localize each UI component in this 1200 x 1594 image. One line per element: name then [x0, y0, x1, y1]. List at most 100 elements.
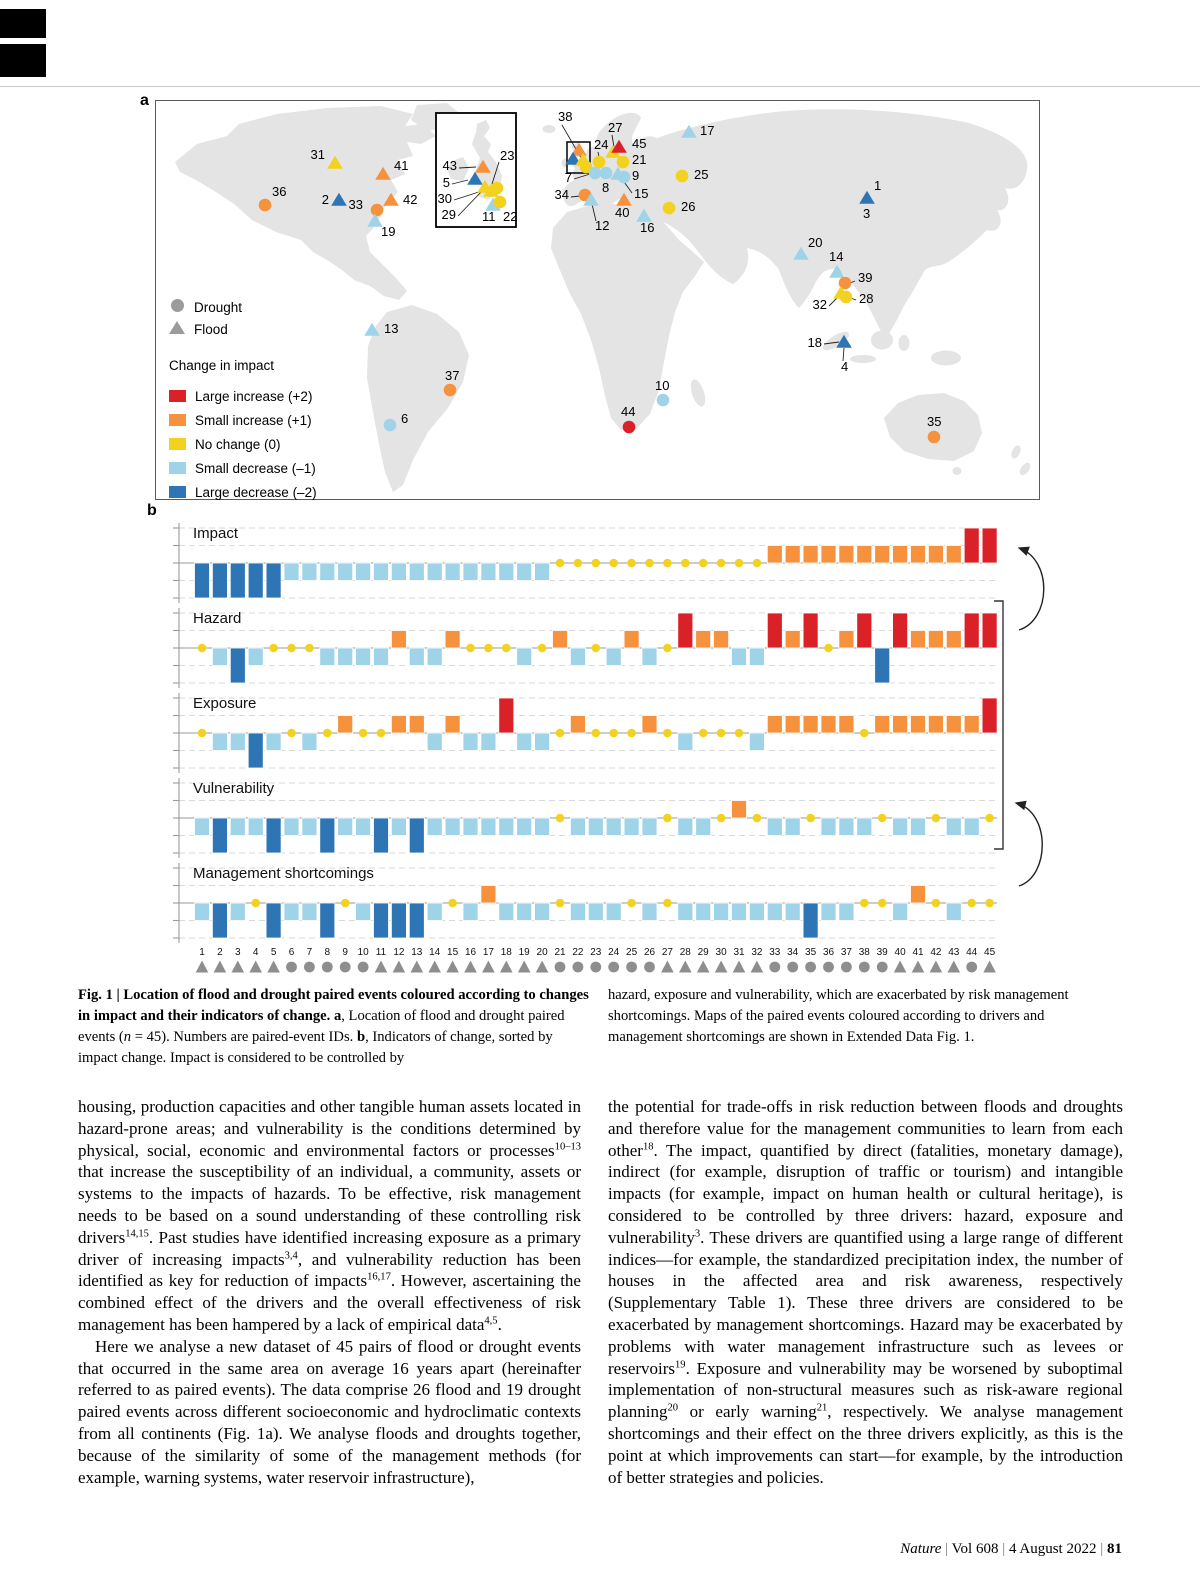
change-bar	[534, 902, 551, 921]
change-bar	[802, 545, 819, 564]
change-bar	[229, 647, 246, 684]
event-id-tick: 20	[537, 947, 549, 958]
event-id-tick: 27	[662, 947, 674, 958]
no-change-dot	[609, 728, 618, 738]
change-bar	[462, 562, 479, 581]
no-change-dot	[340, 898, 350, 908]
no-change-dot	[627, 558, 636, 568]
body-left-column: housing, production capacities and other…	[78, 1096, 581, 1488]
map-event-id: 1	[874, 178, 881, 193]
change-bar	[265, 902, 282, 939]
change-bar	[462, 817, 479, 836]
change-bar	[247, 817, 264, 836]
event-id-tick: 9	[342, 947, 348, 958]
event-id-tick: 40	[895, 947, 907, 958]
new-guinea	[931, 350, 961, 366]
map-marker-drought	[588, 166, 602, 180]
change-bar	[373, 902, 389, 939]
drought-symbol	[805, 961, 816, 973]
map-event-id: 32	[813, 297, 827, 312]
uk-inset	[435, 112, 591, 228]
no-change-dot	[448, 898, 457, 908]
map-marker-drought	[927, 430, 941, 444]
map-event-id: 27	[608, 120, 622, 135]
change-bar	[677, 612, 694, 649]
change-bar	[408, 902, 425, 939]
map-event-id: 40	[615, 205, 629, 220]
legend-flood-row: Flood	[169, 318, 317, 340]
tasmania	[952, 467, 962, 475]
change-bar	[390, 817, 407, 836]
map-event-id: 6	[401, 411, 408, 426]
map-marker-drought	[493, 195, 507, 209]
change-bar	[480, 817, 497, 836]
change-bar	[784, 817, 801, 836]
no-change-dot	[663, 813, 672, 823]
no-change-dot	[824, 643, 833, 653]
drought-symbol	[321, 961, 333, 973]
event-id-tick: 8	[325, 947, 331, 958]
map-event-id: 18	[808, 335, 822, 350]
swatch-large-decrease	[169, 486, 186, 498]
change-bar	[337, 562, 354, 581]
map-event-id: 19	[381, 224, 395, 239]
event-id-tick: 24	[608, 947, 620, 958]
map-marker-drought	[675, 169, 689, 183]
change-bar	[373, 562, 389, 581]
figure-caption-left: Fig. 1 | Location of flood and drought p…	[78, 987, 589, 1066]
event-id-tick: 37	[841, 947, 853, 958]
drought-symbol	[590, 961, 602, 973]
swatch-no-change	[169, 438, 186, 450]
change-bar	[766, 902, 783, 921]
legend-item: Large decrease (–2)	[169, 480, 317, 504]
change-bar	[963, 817, 980, 836]
chart-row-label: Exposure	[193, 695, 256, 712]
java	[850, 355, 876, 363]
no-change-dot	[985, 813, 994, 823]
map-marker-flood	[836, 334, 852, 348]
map-markers	[258, 124, 941, 444]
change-bar	[749, 647, 765, 666]
drought-symbol	[858, 961, 870, 973]
change-bar	[444, 817, 461, 836]
no-change-dot	[877, 898, 887, 908]
change-bar	[677, 902, 694, 921]
panel-b-label: b	[147, 502, 157, 519]
change-bar	[892, 817, 908, 836]
change-bar	[355, 902, 372, 921]
map-marker-flood	[367, 213, 383, 227]
no-change-dot	[860, 728, 869, 738]
map-event-id: 36	[272, 184, 286, 199]
change-bar	[569, 817, 586, 836]
no-change-dot	[663, 558, 672, 568]
change-bar	[408, 817, 425, 854]
map-marker-flood	[681, 124, 697, 138]
change-bar	[516, 902, 533, 921]
map-marker-flood	[611, 139, 627, 153]
change-bar	[247, 562, 264, 599]
map-marker-drought	[616, 155, 630, 169]
change-bar	[355, 562, 372, 581]
change-bar	[283, 817, 300, 836]
map-event-id: 41	[394, 158, 408, 173]
no-change-dot	[484, 643, 493, 653]
map-event-id: 5	[443, 175, 450, 190]
no-change-dot	[591, 558, 601, 568]
map-marker-flood	[833, 285, 849, 299]
flood-symbol	[750, 960, 764, 973]
change-bar	[892, 612, 908, 649]
change-bar	[301, 732, 318, 751]
map-marker-drought	[490, 181, 504, 195]
change-bar	[945, 545, 962, 564]
legend-flood-label: Flood	[194, 321, 228, 337]
legend-item: No change (0)	[169, 432, 317, 456]
australia	[884, 393, 982, 461]
flood-symbol	[428, 960, 441, 973]
change-bar	[319, 647, 336, 666]
map-event-id: 34	[555, 187, 569, 202]
drought-symbol	[644, 961, 655, 973]
map-event-id: 42	[403, 192, 417, 207]
change-bar	[534, 817, 551, 836]
map-event-id: 35	[927, 414, 941, 429]
map-marker-drought	[662, 201, 676, 215]
